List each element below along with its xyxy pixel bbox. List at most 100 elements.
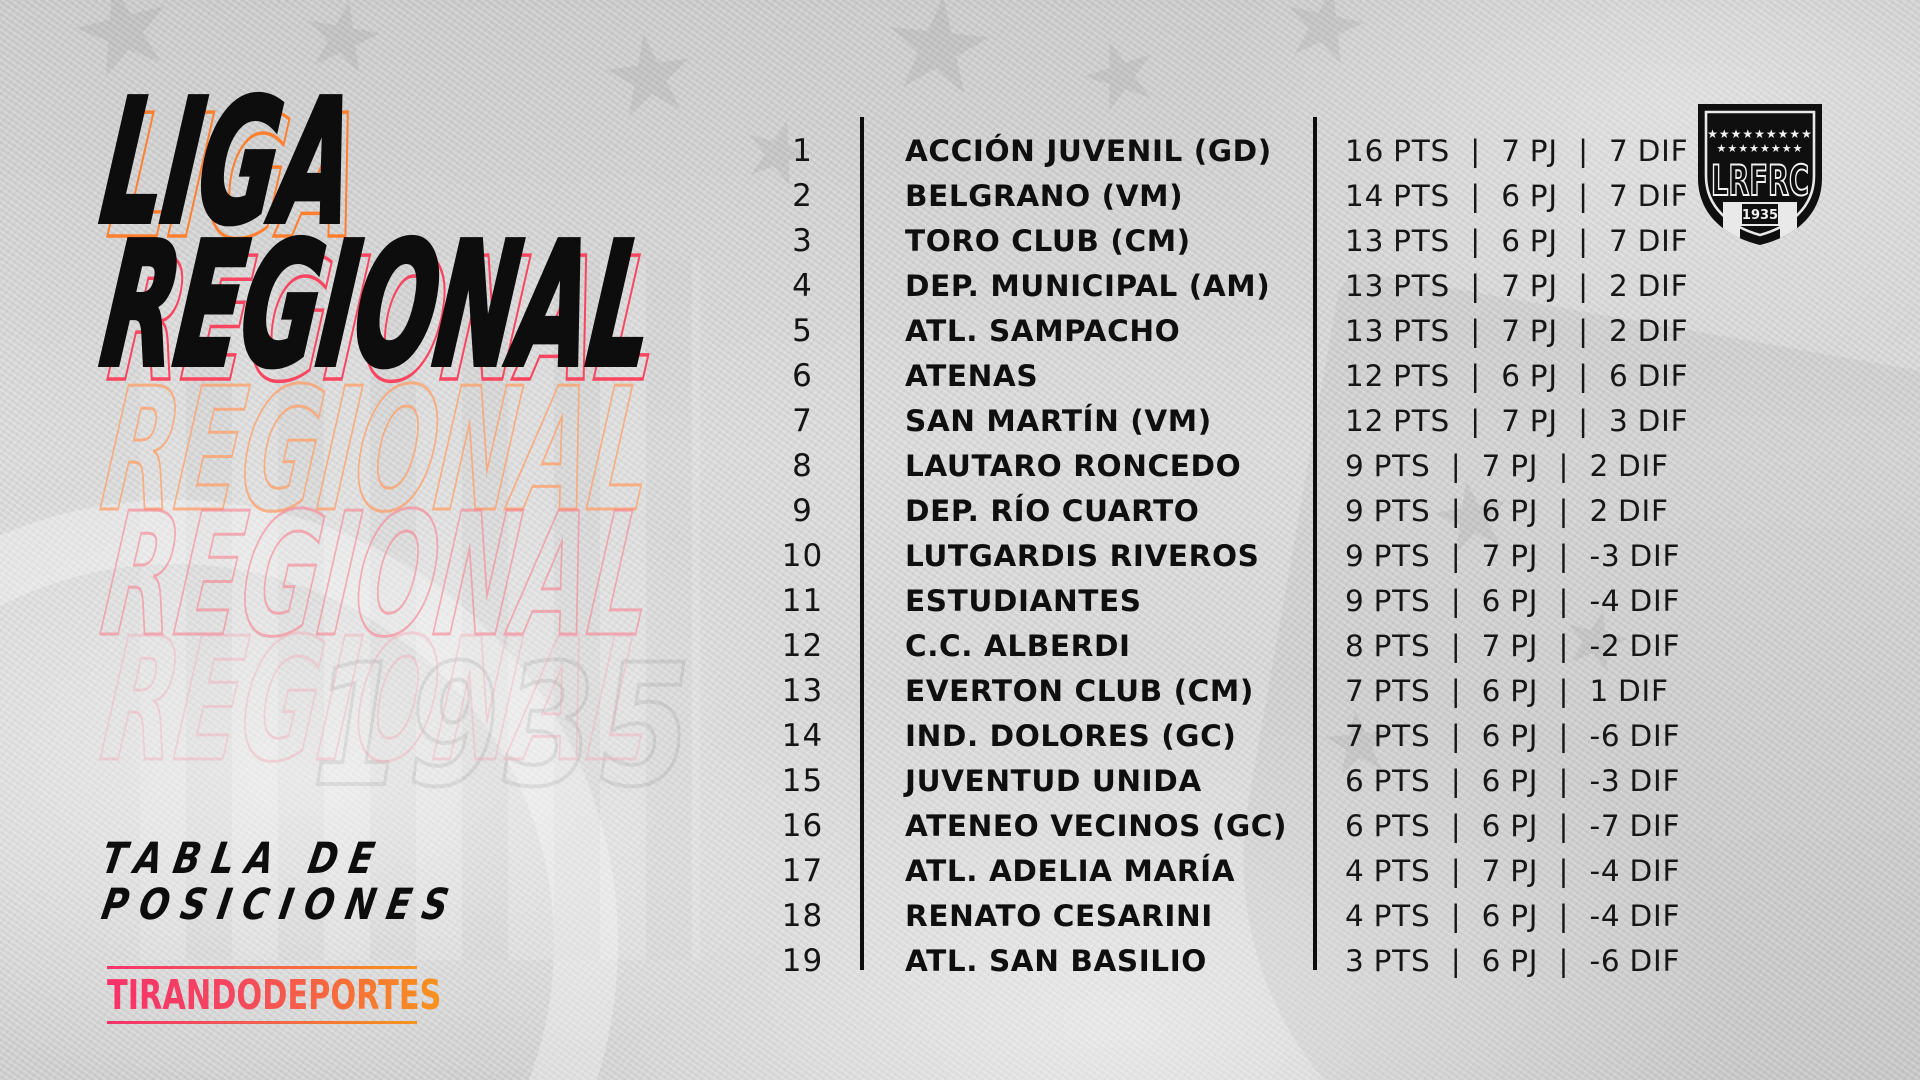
logo-stripe bbox=[1780, 202, 1797, 245]
table-row: 6 ATENAS 12 PTS | 6 PJ | 6 DIF bbox=[740, 353, 1690, 398]
rank-number: 6 bbox=[792, 357, 813, 394]
stats-separator: | bbox=[1470, 403, 1482, 438]
points-value: 16 bbox=[1345, 133, 1385, 168]
stats-separator: | bbox=[1558, 628, 1570, 663]
rank-number: 9 bbox=[792, 492, 813, 529]
played-label: PJ bbox=[1529, 133, 1558, 168]
team-name: ATENEO VECINOS (GC) bbox=[905, 808, 1288, 843]
team-name: SAN MARTÍN (VM) bbox=[905, 403, 1212, 438]
team-stats: 7 PTS | 6 PJ | 1 DIF bbox=[1345, 674, 1669, 708]
stats-separator: | bbox=[1558, 448, 1570, 483]
star-icon: ★ bbox=[591, 4, 708, 146]
diff-value: 2 bbox=[1609, 268, 1629, 303]
rank-number: 4 bbox=[792, 267, 813, 304]
subtitle-line-2: POSICIONES bbox=[97, 880, 464, 930]
rank-number: 18 bbox=[781, 897, 824, 934]
points-value: 4 bbox=[1345, 898, 1365, 933]
team-stats: 13 PTS | 7 PJ | 2 DIF bbox=[1345, 314, 1688, 348]
points-value: 6 bbox=[1345, 763, 1365, 798]
points-value: 13 bbox=[1345, 313, 1385, 348]
played-value: 6 bbox=[1481, 808, 1502, 843]
diff-value: 7 bbox=[1609, 133, 1629, 168]
points-label: PTS bbox=[1373, 583, 1431, 618]
stats-separator: | bbox=[1450, 808, 1462, 843]
rank-number: 8 bbox=[792, 447, 813, 484]
table-row: 4 DEP. MUNICIPAL (AM) 13 PTS | 7 PJ | 2 DIF bbox=[740, 263, 1690, 308]
logo-stars-row-2: ★★★★★★★★ bbox=[1717, 142, 1804, 155]
table-row: 5 ATL. SAMPACHO 13 PTS | 7 PJ | 2 DIF bbox=[740, 308, 1690, 353]
stats-separator: | bbox=[1578, 403, 1589, 438]
team-name: TORO CLUB (CM) bbox=[905, 223, 1191, 258]
stats-separator: | bbox=[1578, 268, 1589, 303]
diff-label: DIF bbox=[1629, 898, 1681, 933]
stats-separator: | bbox=[1450, 898, 1462, 933]
rank-number: 15 bbox=[781, 762, 824, 799]
diff-label: DIF bbox=[1629, 943, 1681, 978]
points-value: 9 bbox=[1345, 538, 1365, 573]
rank-number: 2 bbox=[792, 177, 813, 214]
team-stats: 4 PTS | 7 PJ | -4 DIF bbox=[1345, 854, 1680, 888]
logo-stripe bbox=[1723, 202, 1740, 245]
table-row: 16 ATENEO VECINOS (GC) 6 PTS | 6 PJ | -7 DI… bbox=[740, 803, 1690, 848]
table-row: 2 BELGRANO (VM) 14 PTS | 6 PJ | 7 DIF bbox=[740, 173, 1690, 218]
diff-label: DIF bbox=[1637, 268, 1689, 303]
played-label: PJ bbox=[1510, 718, 1539, 753]
stats-separator: | bbox=[1450, 718, 1462, 753]
rank-number: 13 bbox=[781, 672, 824, 709]
played-value: 6 bbox=[1501, 223, 1521, 258]
points-value: 8 bbox=[1345, 628, 1365, 663]
rank-number: 10 bbox=[781, 537, 824, 574]
diff-label: DIF bbox=[1637, 313, 1689, 348]
stats-separator: | bbox=[1558, 583, 1570, 618]
rank-number: 17 bbox=[781, 852, 824, 889]
rank-number: 1 bbox=[792, 132, 813, 169]
diff-label: DIF bbox=[1618, 673, 1669, 708]
rank-number: 16 bbox=[781, 807, 824, 844]
team-name: ATL. ADELIA MARÍA bbox=[905, 853, 1236, 888]
points-label: PTS bbox=[1373, 628, 1431, 663]
rank-number: 19 bbox=[781, 942, 824, 979]
points-value: 12 bbox=[1345, 403, 1385, 438]
diff-value: -4 bbox=[1589, 853, 1621, 888]
diff-label: DIF bbox=[1629, 808, 1681, 843]
team-name: LAUTARO RONCEDO bbox=[905, 448, 1242, 483]
team-name: EVERTON CLUB (CM) bbox=[905, 673, 1254, 708]
stats-separator: | bbox=[1578, 313, 1589, 348]
diff-value: -3 bbox=[1589, 763, 1621, 798]
team-name: ATL. SAN BASILIO bbox=[905, 943, 1207, 978]
title-echo-3: REGIONAL bbox=[92, 601, 665, 801]
team-name: JUVENTUD UNIDA bbox=[905, 763, 1202, 798]
points-label: PTS bbox=[1373, 538, 1431, 573]
stats-separator: | bbox=[1450, 673, 1462, 708]
points-value: 9 bbox=[1345, 448, 1365, 483]
stats-separator: | bbox=[1450, 943, 1462, 978]
rank-number: 14 bbox=[781, 717, 824, 754]
logo-year: 1935 bbox=[1742, 208, 1778, 223]
table-row: 14 IND. DOLORES (GC) 7 PTS | 6 PJ | -6 DIF bbox=[740, 713, 1690, 758]
played-value: 7 bbox=[1501, 133, 1521, 168]
stats-separator: | bbox=[1558, 898, 1570, 933]
table-row: 17 ATL. ADELIA MARÍA 4 PTS | 7 PJ | -4 DIF bbox=[740, 848, 1690, 893]
played-label: PJ bbox=[1529, 268, 1558, 303]
played-label: PJ bbox=[1510, 493, 1539, 528]
team-stats: 9 PTS | 6 PJ | -4 DIF bbox=[1345, 584, 1680, 618]
played-label: PJ bbox=[1510, 763, 1539, 798]
stats-separator: | bbox=[1450, 448, 1462, 483]
table-row: 7 SAN MARTÍN (VM) 12 PTS | 7 PJ | 3 DIF bbox=[740, 398, 1690, 443]
stats-separator: | bbox=[1558, 673, 1570, 708]
stats-separator: | bbox=[1578, 223, 1589, 258]
stats-separator: | bbox=[1558, 808, 1570, 843]
stats-separator: | bbox=[1470, 223, 1482, 258]
played-value: 7 bbox=[1501, 268, 1521, 303]
stats-separator: | bbox=[1450, 628, 1462, 663]
team-stats: 14 PTS | 6 PJ | 7 DIF bbox=[1345, 179, 1688, 213]
points-value: 3 bbox=[1345, 943, 1365, 978]
points-value: 12 bbox=[1345, 358, 1385, 393]
stats-separator: | bbox=[1470, 313, 1482, 348]
diff-label: DIF bbox=[1618, 448, 1669, 483]
team-stats: 13 PTS | 6 PJ | 7 DIF bbox=[1345, 224, 1688, 258]
logo-inner-border bbox=[1704, 110, 1816, 237]
team-stats: 8 PTS | 7 PJ | -2 DIF bbox=[1345, 629, 1680, 663]
diff-value: 1 bbox=[1589, 673, 1610, 708]
